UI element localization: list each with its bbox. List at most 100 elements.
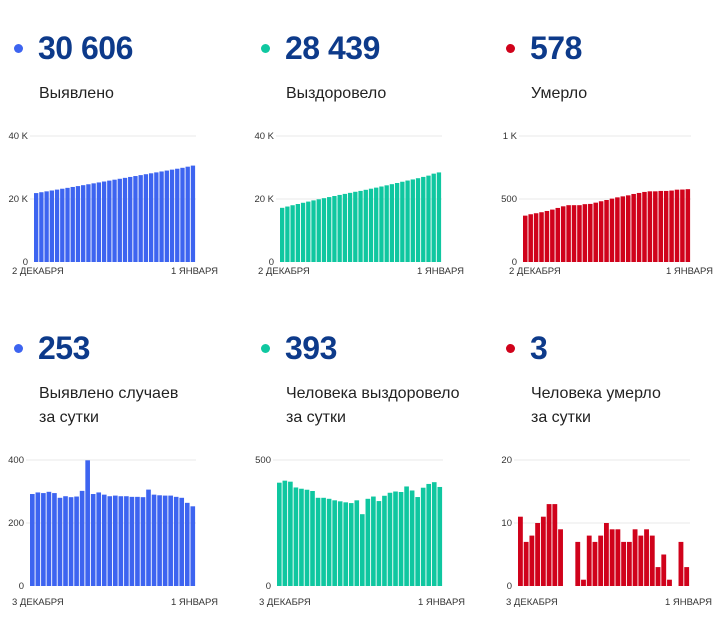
bar <box>148 173 154 262</box>
bar <box>49 190 55 262</box>
stat-label: Выявлено случаев <box>39 385 179 402</box>
bar <box>180 167 185 262</box>
bar <box>343 502 349 586</box>
bar <box>604 200 609 262</box>
bar <box>615 529 621 586</box>
bar <box>581 579 586 586</box>
stat-value: 393 <box>285 330 337 366</box>
bar <box>655 567 661 586</box>
bar <box>60 188 65 262</box>
bar <box>560 206 566 262</box>
bar <box>680 189 685 262</box>
y-tick-label: 0 <box>266 581 271 592</box>
stat-panel-cases-daily: 253 Выявлено случаев за сутки <box>0 328 240 426</box>
bar <box>140 497 146 586</box>
bar <box>321 497 326 586</box>
bar <box>539 212 544 262</box>
bar <box>638 535 644 586</box>
bar <box>107 496 113 586</box>
stat-panel-deaths-total: 578 Умерло <box>492 28 717 102</box>
bar <box>558 529 563 586</box>
bar <box>685 189 691 262</box>
bar <box>540 516 546 586</box>
x-tick-label-start: 2 ДЕКАБРЯ <box>258 266 310 277</box>
bar <box>404 486 409 586</box>
bar <box>311 200 316 262</box>
bar <box>154 172 159 262</box>
bar <box>533 213 539 262</box>
bar <box>316 199 321 262</box>
bar <box>586 535 592 586</box>
bar <box>135 496 140 586</box>
legend-dot-icon <box>14 344 23 353</box>
bar <box>337 501 343 586</box>
legend-dot-icon <box>506 44 515 53</box>
bar <box>337 194 342 262</box>
bar <box>544 210 550 262</box>
stat-label: за сутки <box>39 409 99 426</box>
bar <box>658 190 664 262</box>
bar <box>354 500 360 586</box>
bar <box>593 202 598 262</box>
bar <box>326 498 332 586</box>
bar <box>185 166 190 262</box>
stat-header: 253 <box>0 328 240 368</box>
x-tick-label-end: 1 ЯНВАРЯ <box>418 597 465 608</box>
bar <box>376 501 382 586</box>
bar <box>631 193 636 262</box>
stat-value: 253 <box>38 330 90 366</box>
bar <box>368 188 374 262</box>
bar <box>575 541 581 586</box>
bar <box>566 205 571 262</box>
bar <box>684 567 690 586</box>
stat-label: Умерло <box>531 85 588 102</box>
stat-header: 393 <box>247 328 487 368</box>
bar <box>382 495 387 586</box>
bar <box>304 489 310 586</box>
bar <box>129 496 135 586</box>
stat-label: за сутки <box>531 409 591 426</box>
chart-deaths-daily: 0 10 20 3 ДЕКАБРЯ 1 ЯНВАРЯ <box>501 455 712 608</box>
bar <box>179 497 185 586</box>
y-tick-label: 0 <box>507 581 512 592</box>
bar <box>34 193 39 262</box>
bar <box>420 487 426 586</box>
bar <box>363 189 368 262</box>
stat-panel-recovered-total: 28 439 Выздоровело <box>247 28 487 102</box>
bar <box>678 541 684 586</box>
stat-header: 578 <box>492 28 717 68</box>
bar <box>398 492 404 586</box>
bar <box>409 490 415 586</box>
legend-dot-icon <box>506 344 515 353</box>
y-tick-label: 40 K <box>8 131 28 142</box>
bar <box>128 176 133 262</box>
bar <box>138 175 143 262</box>
legend-dot-icon <box>14 44 23 53</box>
bar <box>528 214 533 262</box>
bar <box>65 187 70 262</box>
bar <box>184 502 190 586</box>
bar <box>625 195 631 262</box>
bar <box>169 169 175 262</box>
x-tick-label-start: 3 ДЕКАБРЯ <box>506 597 558 608</box>
stat-label: Выздоровело <box>286 85 387 102</box>
bar <box>592 541 598 586</box>
bar <box>52 493 57 586</box>
bar <box>162 495 168 586</box>
bar <box>168 495 173 586</box>
bar <box>300 202 306 262</box>
bar <box>653 191 658 262</box>
bar <box>621 541 627 586</box>
bar <box>555 207 561 262</box>
bar <box>626 541 632 586</box>
stat-value: 3 <box>530 330 548 366</box>
bar <box>529 535 535 586</box>
bar <box>175 168 180 262</box>
bar <box>277 482 282 586</box>
bar <box>620 196 626 262</box>
bar <box>122 177 128 262</box>
bar <box>63 496 68 586</box>
y-tick-label: 500 <box>501 194 517 205</box>
bar <box>400 181 405 262</box>
bar <box>190 506 196 586</box>
